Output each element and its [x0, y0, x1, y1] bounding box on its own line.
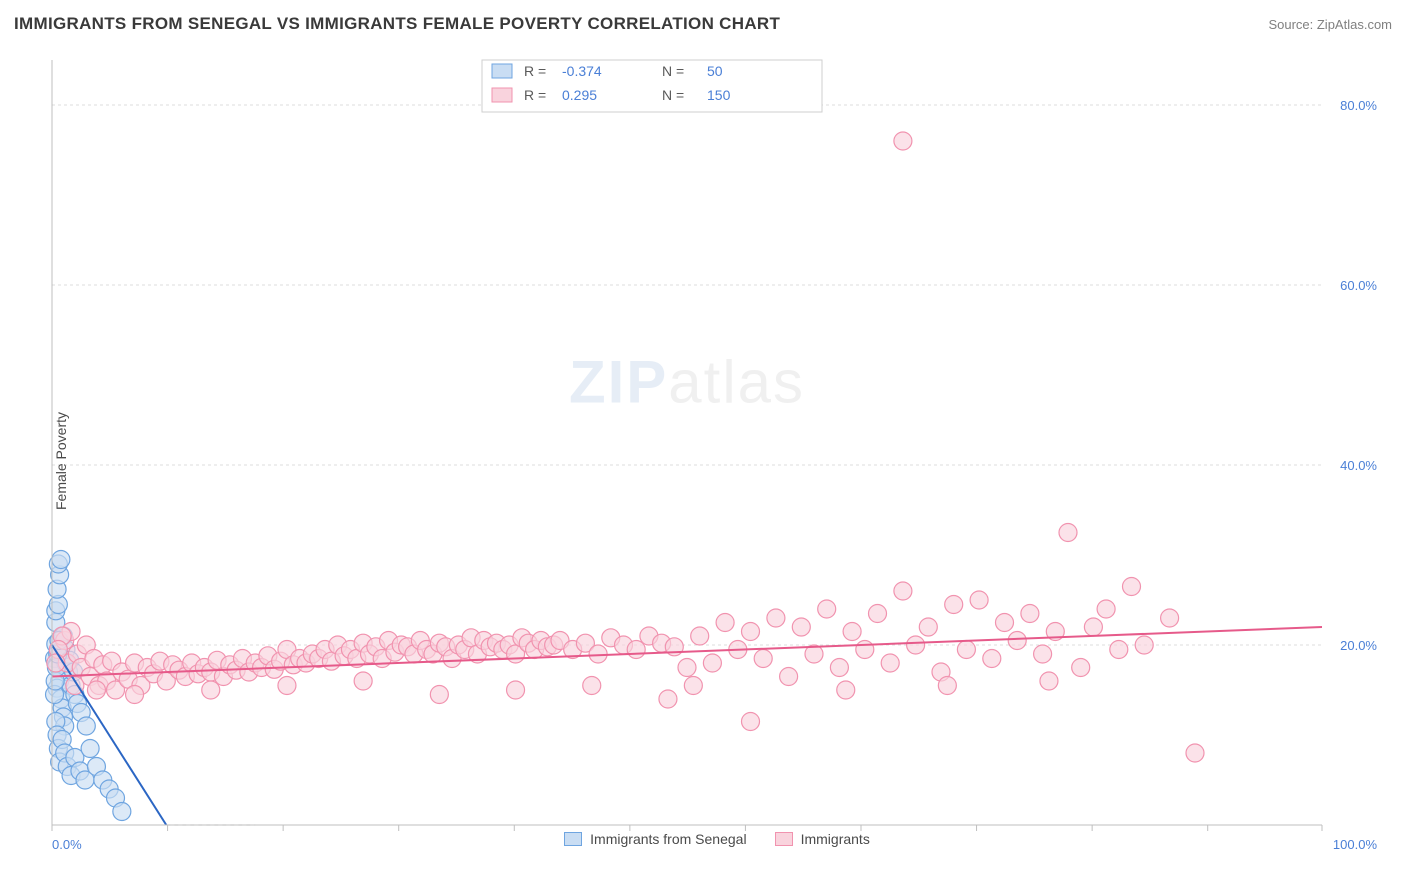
data-point — [869, 605, 887, 623]
y-tick-label: 60.0% — [1340, 278, 1377, 293]
bottom-legend: Immigrants from Senegal Immigrants — [42, 831, 1392, 847]
legend-swatch — [564, 832, 582, 846]
data-point — [354, 672, 372, 690]
data-point — [583, 677, 601, 695]
data-point — [754, 650, 772, 668]
data-point — [87, 681, 105, 699]
data-point — [507, 681, 525, 699]
data-point — [1021, 605, 1039, 623]
data-point — [1135, 636, 1153, 654]
chart-header: IMMIGRANTS FROM SENEGAL VS IMMIGRANTS FE… — [14, 14, 1392, 34]
data-point — [983, 650, 1001, 668]
data-point — [1059, 524, 1077, 542]
data-point — [894, 132, 912, 150]
stat-n-value: 50 — [707, 63, 723, 79]
data-point — [957, 641, 975, 659]
legend-swatch — [775, 832, 793, 846]
stat-r-value: -0.374 — [562, 63, 602, 79]
data-point — [47, 654, 65, 672]
chart-source: Source: ZipAtlas.com — [1268, 17, 1392, 32]
data-point — [742, 623, 760, 641]
data-point — [1097, 600, 1115, 618]
data-point — [856, 641, 874, 659]
data-point — [1040, 672, 1058, 690]
y-axis-label: Female Poverty — [53, 412, 69, 510]
data-point — [830, 659, 848, 677]
legend-label: Immigrants from Senegal — [590, 831, 746, 847]
data-point — [716, 614, 734, 632]
data-point — [77, 717, 95, 735]
data-point — [1186, 744, 1204, 762]
data-point — [843, 623, 861, 641]
stat-n-label: N = — [662, 87, 684, 103]
stat-n-label: N = — [662, 63, 684, 79]
legend-item: Immigrants — [775, 831, 870, 847]
data-point — [881, 654, 899, 672]
watermark: ZIPatlas — [569, 349, 805, 416]
data-point — [767, 609, 785, 627]
data-point — [684, 677, 702, 695]
data-point — [1110, 641, 1128, 659]
legend-item: Immigrants from Senegal — [564, 831, 746, 847]
data-point — [780, 668, 798, 686]
data-point — [919, 618, 937, 636]
data-point — [278, 677, 296, 695]
data-point — [113, 803, 131, 821]
data-point — [996, 614, 1014, 632]
data-point — [703, 654, 721, 672]
data-point — [1084, 618, 1102, 636]
data-point — [691, 627, 709, 645]
scatter-chart: 20.0%40.0%60.0%80.0%ZIPatlas0.0%100.0%R … — [42, 50, 1392, 872]
data-point — [1072, 659, 1090, 677]
stat-n-value: 150 — [707, 87, 731, 103]
plot-area: Female Poverty 20.0% 40.0% 60.0% 80.0% ZIPat… — [42, 50, 1392, 872]
stat-r-value: 0.295 — [562, 87, 597, 103]
data-point — [837, 681, 855, 699]
data-point — [678, 659, 696, 677]
chart-title: IMMIGRANTS FROM SENEGAL VS IMMIGRANTS FE… — [14, 14, 780, 34]
data-point — [1161, 609, 1179, 627]
data-point — [818, 600, 836, 618]
data-point — [1034, 645, 1052, 663]
y-tick-label: 40.0% — [1340, 458, 1377, 473]
data-point — [659, 690, 677, 708]
y-tick-label: 80.0% — [1340, 98, 1377, 113]
legend-swatch — [492, 88, 512, 102]
data-point — [970, 591, 988, 609]
data-point — [52, 551, 70, 569]
legend-swatch — [492, 64, 512, 78]
stat-r-label: R = — [524, 63, 546, 79]
data-point — [1008, 632, 1026, 650]
data-point — [742, 713, 760, 731]
stat-r-label: R = — [524, 87, 546, 103]
data-point — [907, 636, 925, 654]
data-point — [202, 681, 220, 699]
data-point — [894, 582, 912, 600]
data-point — [627, 641, 645, 659]
y-tick-label: 20.0% — [1340, 638, 1377, 653]
data-point — [81, 740, 99, 758]
data-point — [126, 686, 144, 704]
data-point — [945, 596, 963, 614]
data-point — [792, 618, 810, 636]
data-point — [1123, 578, 1141, 596]
data-point — [430, 686, 448, 704]
data-point — [938, 677, 956, 695]
legend-label: Immigrants — [801, 831, 870, 847]
